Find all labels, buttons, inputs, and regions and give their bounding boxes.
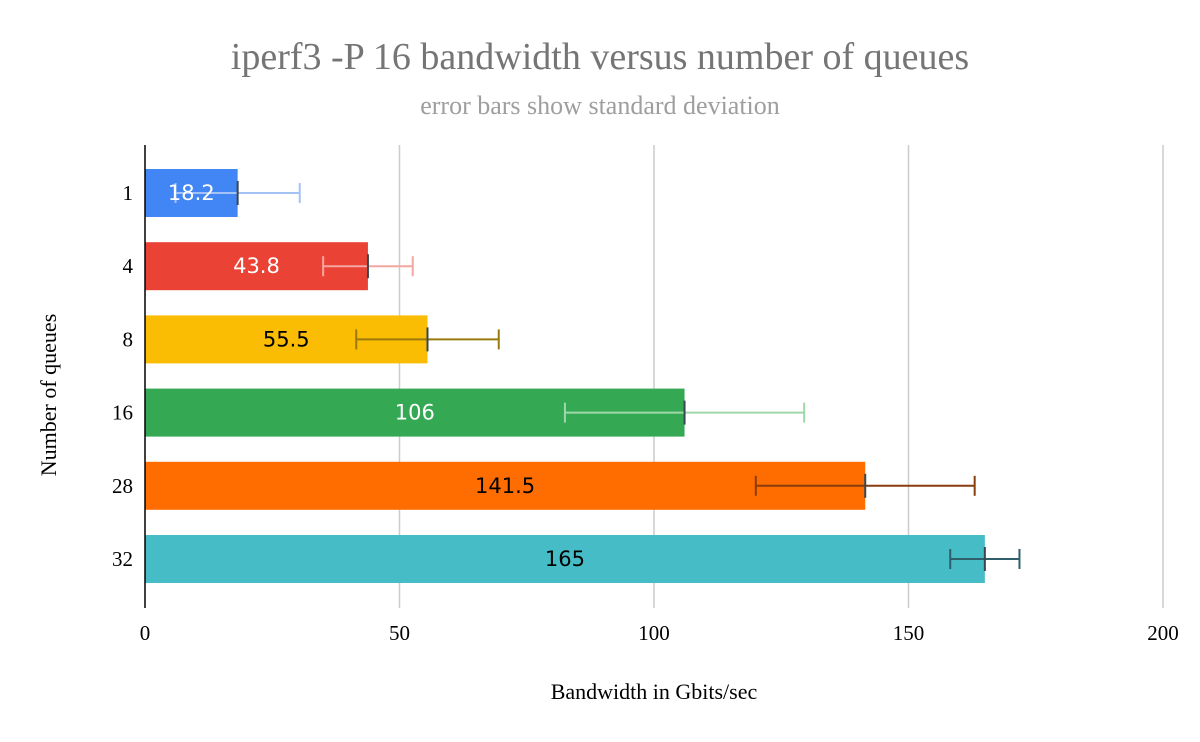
data-label-28: 141.5 [475,474,535,498]
data-labels: 18.2 43.8 55.5 106 141.5 165 [168,181,585,571]
x-tick-label-150: 150 [893,621,925,645]
y-tick-label-1: 1 [123,181,134,205]
data-label-8: 55.5 [263,327,310,351]
x-tick-label-0: 0 [140,621,151,645]
y-tick-label-4: 4 [123,254,134,278]
error-bars [174,181,1021,571]
y-tick-label-16: 16 [112,401,133,425]
data-label-4: 43.8 [233,254,280,278]
data-label-1: 18.2 [168,181,215,205]
error-bar-8 [355,327,500,352]
x-tick-labels: 0 50 100 150 200 [140,621,1179,645]
y-tick-label-8: 8 [123,327,134,351]
x-tick-label-50: 50 [389,621,410,645]
x-tick-label-100: 100 [638,621,670,645]
bars [145,169,985,583]
error-bar-16 [563,400,806,425]
data-label-16: 106 [395,401,435,425]
bar-32 [145,535,985,583]
error-bar-28 [754,473,976,498]
x-axis-label: Bandwidth in Gbits/sec [551,679,758,704]
y-tick-label-32: 32 [112,547,133,571]
y-tick-labels: 1 4 8 16 28 32 [112,181,134,571]
y-tick-label-28: 28 [112,474,133,498]
x-tick-label-200: 200 [1147,621,1179,645]
error-bar-4 [322,254,414,279]
chart-title: iperf3 -P 16 bandwidth versus number of … [231,36,969,78]
chart-subtitle: error bars show standard deviation [420,91,780,120]
error-bar-32 [949,547,1021,571]
y-axis-label: Number of queues [36,314,61,477]
gridlines [398,145,1164,608]
bar-28 [145,461,866,510]
data-label-32: 165 [545,547,585,571]
error-bar-1 [174,181,301,205]
